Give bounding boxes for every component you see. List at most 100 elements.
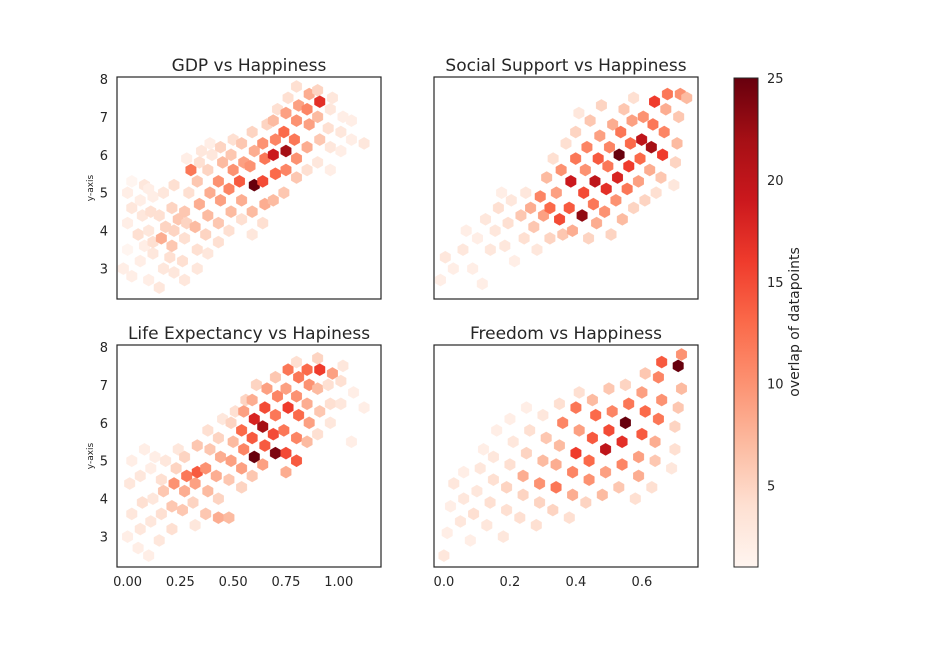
y-tick-label: 5 (100, 455, 108, 470)
hexbin-cell (324, 140, 336, 154)
hexbin-cell (337, 110, 349, 124)
hexbin-cell (649, 454, 661, 468)
hexbin-cell (261, 382, 273, 395)
hexbin-cell (613, 480, 625, 494)
hexbin-cell (534, 496, 546, 509)
hexbin-cell (272, 389, 283, 403)
hexbin-cell (202, 247, 214, 260)
hexbin-cell (616, 435, 628, 449)
colorbar-tick-label: 5 (767, 480, 775, 495)
hexbin-cell (600, 443, 612, 456)
hexbin-cell (168, 224, 180, 238)
hexbin-cell (134, 522, 146, 536)
hexbin-cell (301, 140, 313, 154)
hexbin-cell (236, 462, 248, 475)
hexbin-cell (348, 386, 360, 399)
hexbin-cell (147, 492, 159, 506)
hexbin-cell (467, 262, 479, 275)
hexbin-cell (269, 370, 281, 384)
subplot-title: Freedom vs Happiness (470, 324, 662, 344)
hexbin-cell (195, 144, 207, 158)
hexbin-cell (314, 133, 326, 146)
hexbin-cell (259, 401, 271, 414)
hexbin-cell (504, 412, 516, 426)
subplot-title: Life Expectancy vs Hapiness (128, 324, 370, 344)
hexbin-cell (191, 262, 203, 275)
hexbin-cell (458, 465, 470, 479)
hexbin-cell (468, 507, 480, 521)
hexbin-cell (471, 231, 483, 245)
y-tick-label: 6 (100, 149, 108, 164)
x-tick-label: 0.0 (434, 575, 455, 590)
hexbin-cell (345, 133, 357, 146)
hexbin-cell (225, 148, 237, 162)
hexbin-cell (492, 201, 504, 215)
hexbin-cell (248, 450, 260, 464)
hexbin-cell (227, 435, 239, 449)
hexbin-cell (185, 163, 197, 177)
hexbin-cell (238, 443, 250, 456)
hexbin-cell (170, 462, 182, 475)
hexbin-cell (166, 239, 178, 253)
hexbin-cell (215, 194, 226, 207)
hexbin-cell (257, 216, 269, 230)
hexbin-cell (282, 363, 294, 376)
hexbin-cell (314, 363, 326, 376)
hexbin-cell (280, 446, 292, 460)
hexbin-cell (445, 499, 456, 513)
hexbin-cell (153, 281, 165, 294)
hexbin-cell (520, 186, 532, 200)
hexbin-cell (204, 443, 216, 456)
hexbin-cell (607, 118, 619, 131)
hexbin-cell (160, 454, 172, 468)
hexbin-cell (661, 87, 673, 101)
hexbin-cell (544, 201, 556, 215)
hexbin-cell (324, 416, 336, 430)
hexbin-cell (581, 140, 593, 154)
hexbin-cell (322, 121, 334, 135)
hexbin-cell (326, 91, 338, 105)
hexbin-cell (602, 159, 614, 173)
hexbin-cell (312, 156, 324, 169)
hexbin-cell (126, 507, 138, 521)
hexbin-cell (530, 518, 542, 532)
hexbin-cell (225, 416, 237, 430)
hexbin-cell (600, 465, 612, 479)
hexbin-cell (293, 370, 305, 384)
hexbin-cell (594, 129, 606, 143)
hexbin-cell (615, 125, 627, 139)
hexbin-cell (621, 182, 633, 196)
subplot-4: Freedom vs Happiness 0.0 0.2 0.4 0.6 (433, 324, 699, 590)
hexbin-cell (202, 424, 214, 437)
hexbin-cell (257, 458, 269, 471)
hexbin-cell (236, 480, 248, 494)
hexbin-cell (280, 106, 292, 120)
colorbar-gradient (733, 77, 759, 568)
hexbin-cell (157, 484, 169, 498)
hexbin-cell (212, 216, 224, 230)
hexbin-cell (501, 503, 513, 517)
hexbin-cell (122, 243, 134, 256)
hexbin-cell (507, 435, 519, 449)
hexbin-cell (215, 140, 226, 154)
hexbin-cell (616, 458, 628, 471)
y-tick-label: 4 (100, 225, 108, 240)
hexbin-cell (246, 431, 258, 445)
hexbin-cell (259, 439, 271, 452)
hexbin-cell (629, 492, 641, 506)
hexbin-cell (234, 175, 245, 188)
hexbin-cell (447, 262, 459, 275)
hexbin-cell (671, 137, 683, 150)
hexbin-cell (168, 178, 180, 192)
hexbin-cell (534, 477, 546, 490)
hexbin-cell (189, 518, 201, 532)
hexbin-cell (583, 231, 595, 245)
hexbin-cell (149, 450, 161, 464)
hexbin-cell (647, 118, 659, 131)
hexbin-cell (573, 386, 585, 399)
hexbin-cell (583, 454, 595, 468)
colorbar-tick-label: 20 (767, 174, 784, 189)
hexbin-cell (567, 465, 579, 479)
hexbin-cell (246, 205, 258, 219)
hexbin-cell (474, 462, 486, 475)
